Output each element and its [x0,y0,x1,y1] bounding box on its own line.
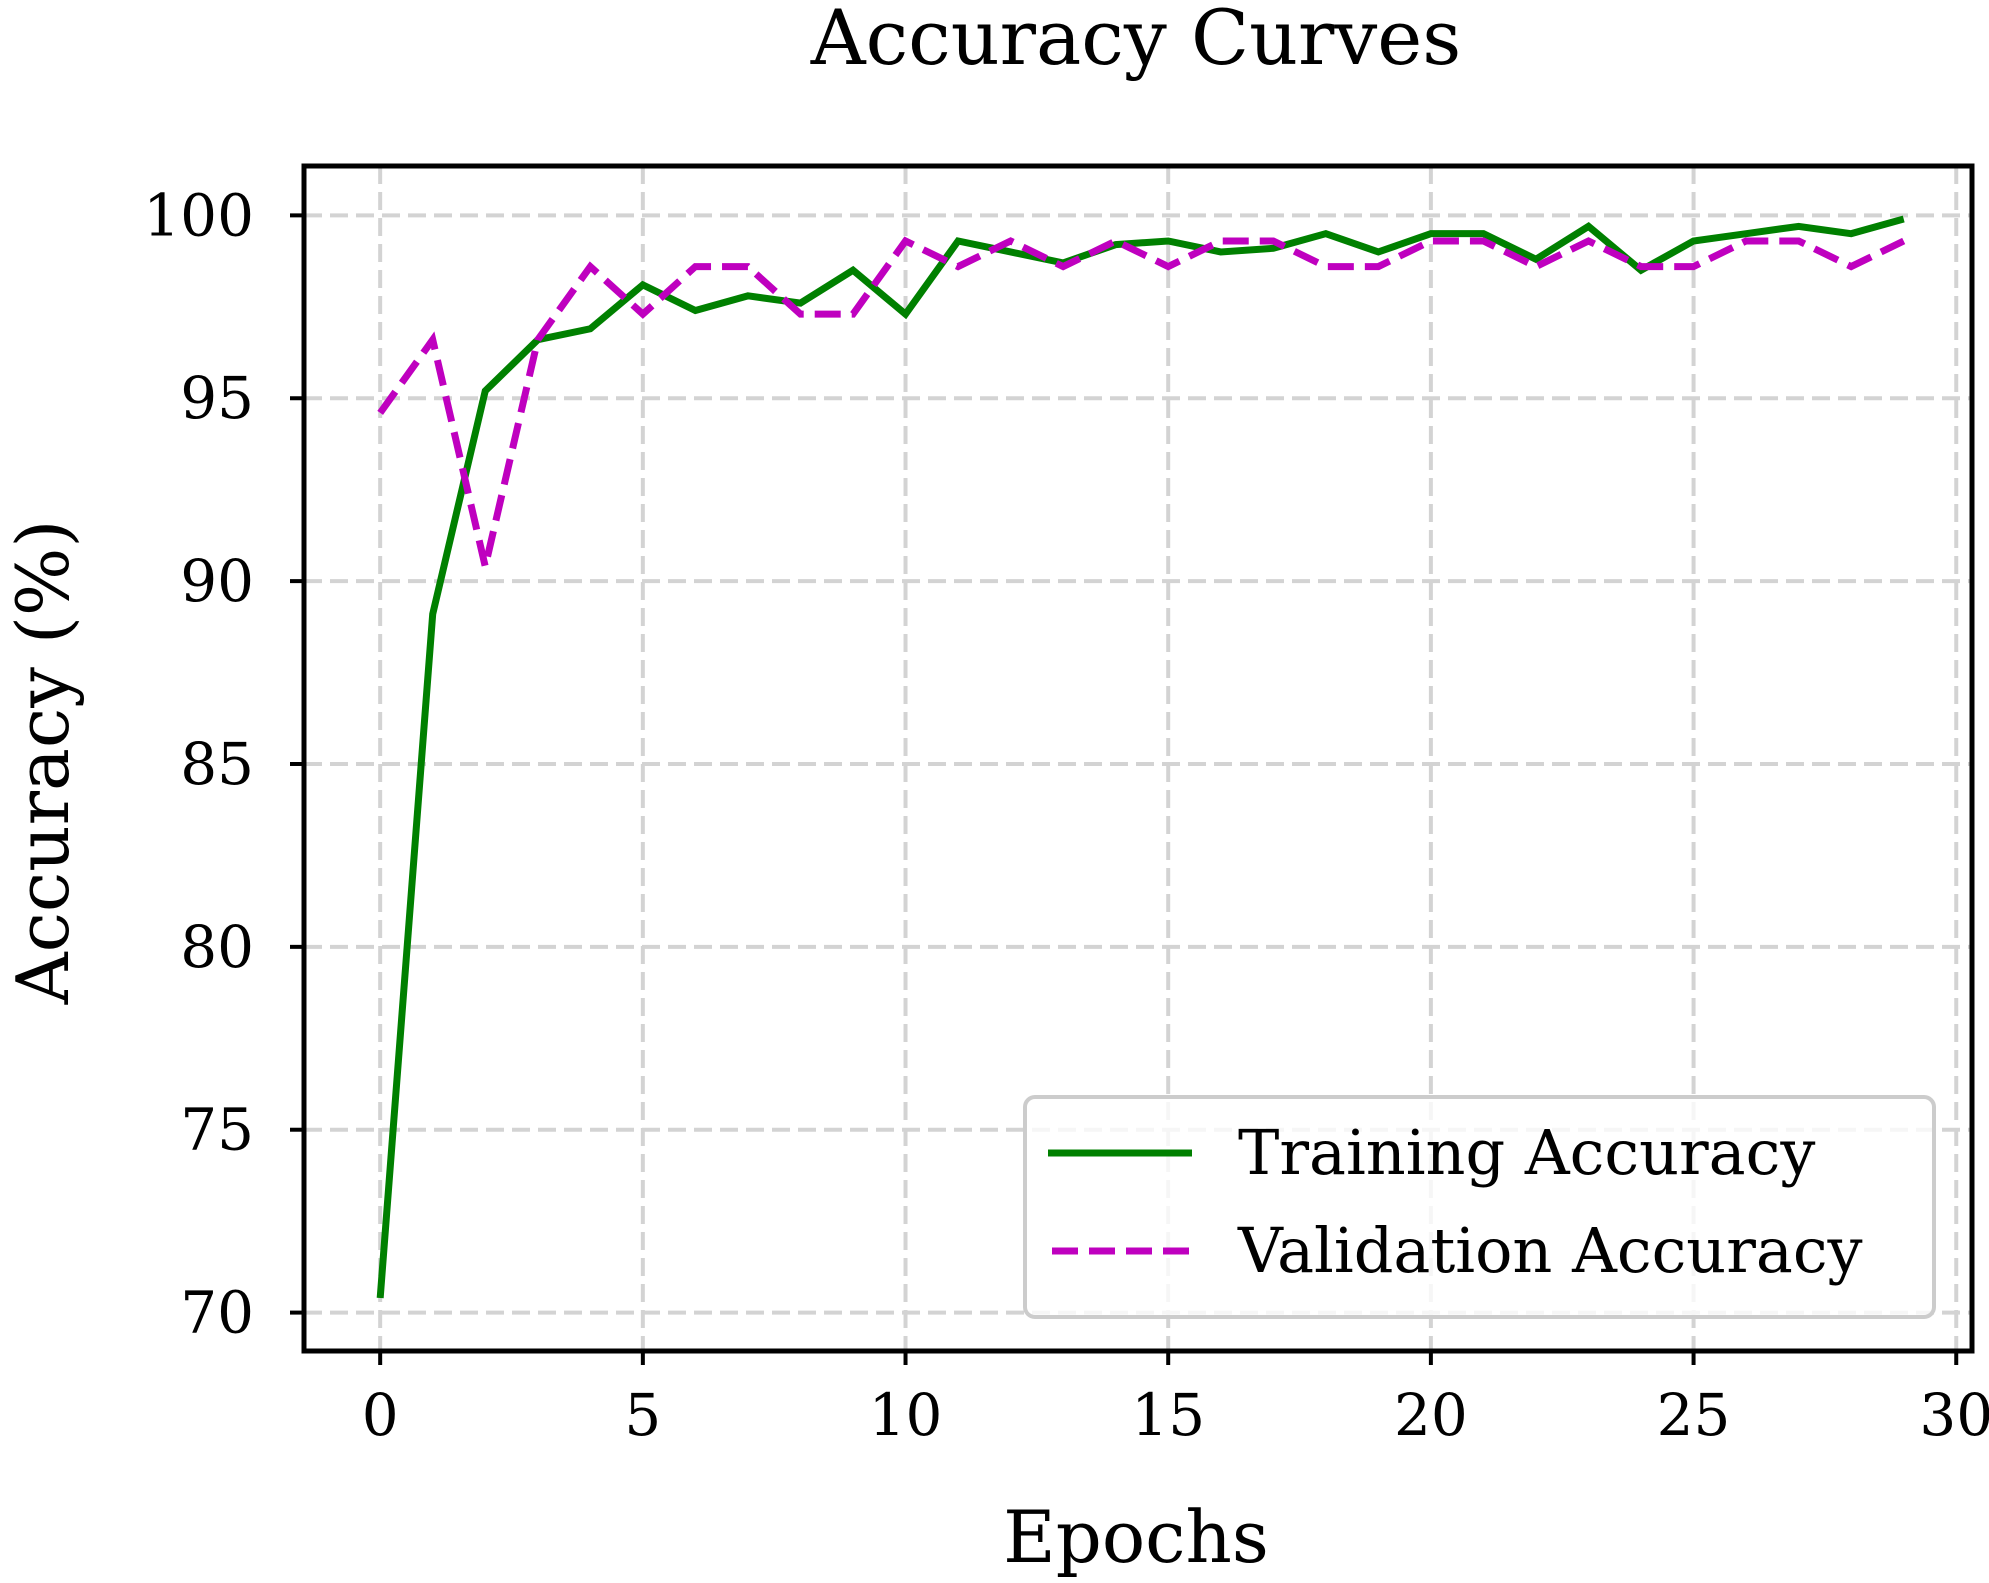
x-tick-label: 20 [1394,1381,1468,1449]
chart-title: Accuracy Curves [810,0,1462,82]
plot-frame [301,163,1975,1354]
legend-label-validation: Validation Accuracy [1237,1214,1863,1287]
legend-box [1023,1095,1936,1319]
y-tick-label: 75 [180,1096,254,1164]
x-tick-label: 25 [1657,1381,1731,1449]
y-tick-label: 95 [180,364,254,432]
x-tick-label: 30 [1919,1381,1989,1449]
x-tick-label: 5 [624,1381,661,1449]
y-axis-label: Accuracy (%) [1,520,85,1006]
y-tick-label: 80 [180,913,254,981]
series-line-validation [377,236,1906,568]
x-tick-label: 0 [362,1381,399,1449]
legend: Training Accuracy Validation Accuracy [1023,1095,1936,1319]
x-tick-label: 15 [1131,1381,1205,1449]
x-axis-ticks: 0 5 10 15 20 25 30 [362,1351,1989,1449]
legend-label-training: Training Accuracy [1238,1116,1815,1189]
y-tick-label: 100 [143,181,254,249]
y-tick-label: 70 [180,1279,254,1347]
x-axis-label: Epochs [1003,1495,1269,1579]
y-tick-label: 90 [180,547,254,615]
y-axis-ticks: 70 75 80 85 90 95 100 [143,181,304,1347]
y-tick-label: 85 [180,730,254,798]
x-tick-label: 10 [869,1381,943,1449]
series-lines [376,215,1906,1299]
